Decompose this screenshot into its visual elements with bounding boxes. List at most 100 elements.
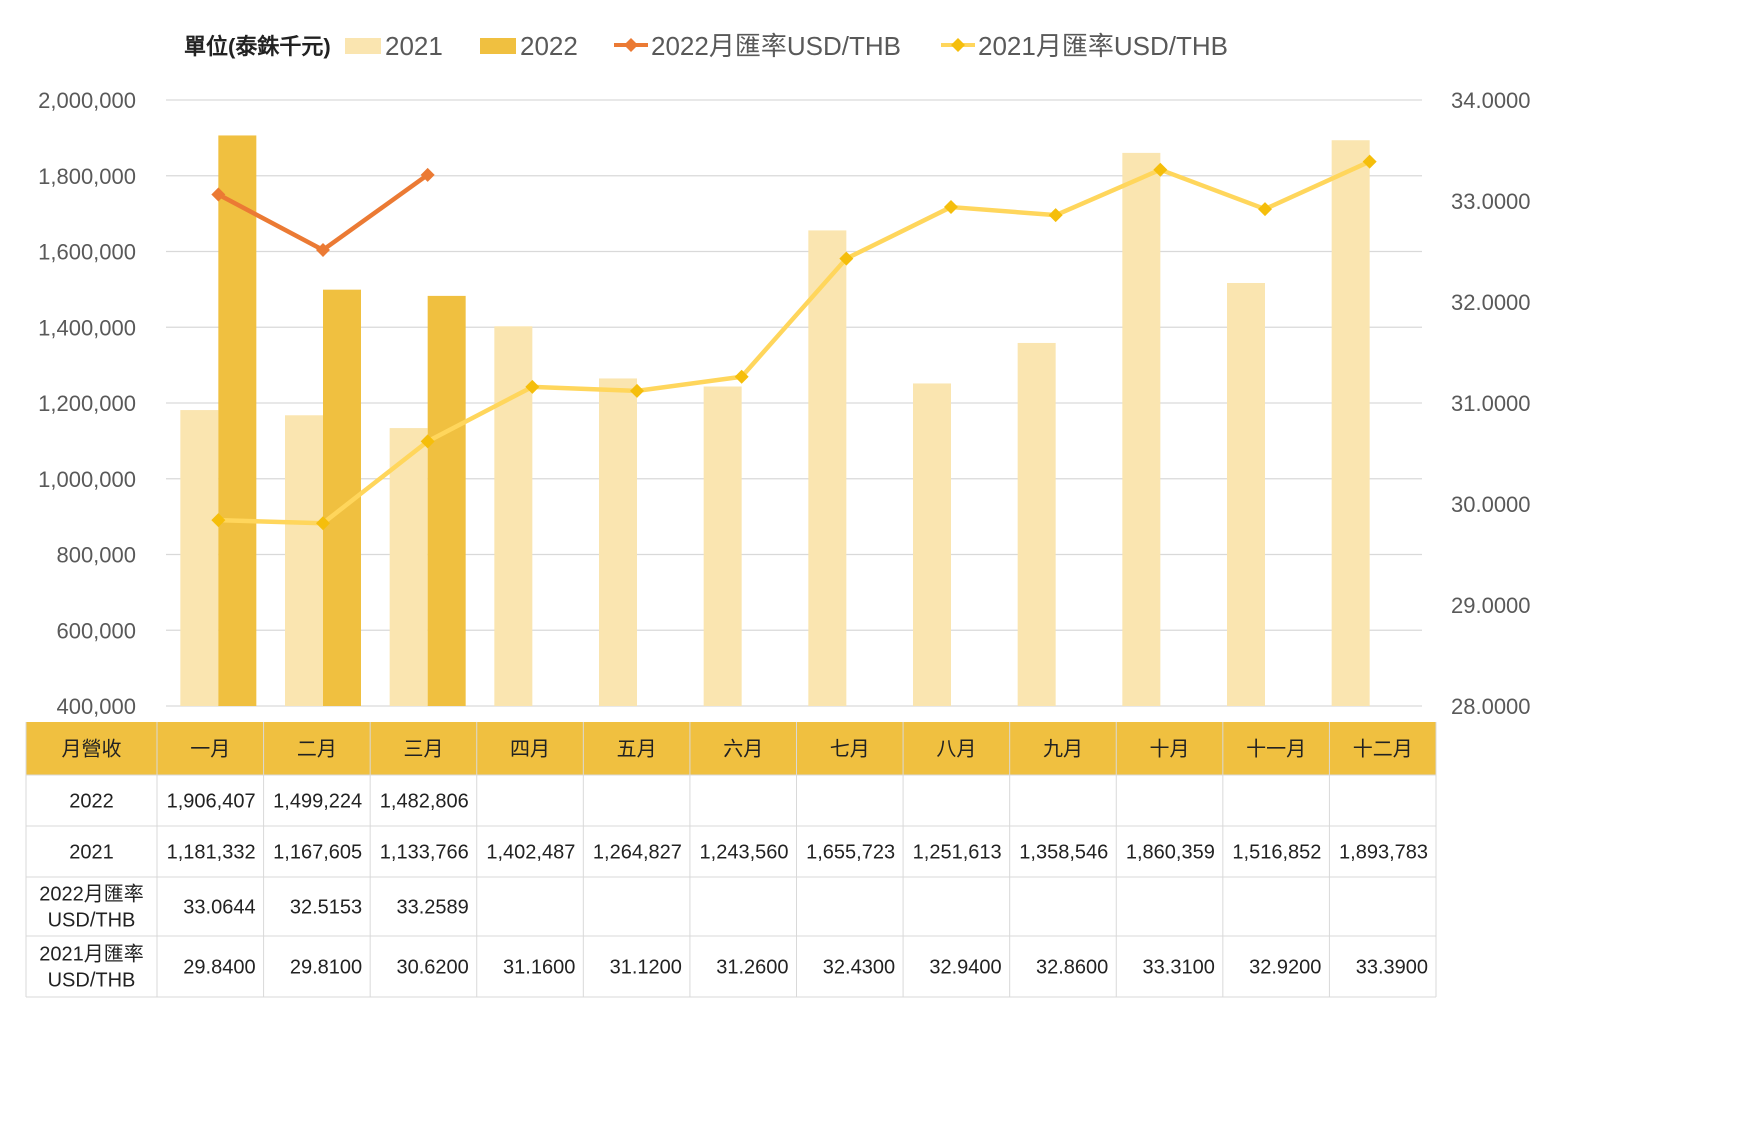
table-cell: 1,181,332 <box>167 842 256 864</box>
bar-2021-3 <box>494 326 533 706</box>
y-right-tick-label: 34.0000 <box>1451 88 1531 113</box>
lines <box>211 154 1377 531</box>
legend-label-line-0: 2022月匯率USD/THB <box>651 31 901 61</box>
point-series-1-10 <box>1258 202 1272 217</box>
y-left-tick-label: 800,000 <box>56 543 136 568</box>
table-cell: 33.3100 <box>1143 957 1215 979</box>
y-left-tick-label: 1,600,000 <box>38 240 136 265</box>
table-header-cell: 十月 <box>1150 738 1190 761</box>
point-series-0-1 <box>316 242 330 257</box>
table-cell: 1,402,487 <box>486 842 575 864</box>
table-header-cell: 十一月 <box>1246 738 1306 761</box>
table-cell: 33.3900 <box>1356 957 1428 979</box>
point-series-1-9 <box>1153 162 1168 177</box>
table-header-cell: 八月 <box>936 739 976 761</box>
table-cell: 31.1600 <box>503 957 575 979</box>
table-row-label: 2021 <box>69 842 114 864</box>
y-left-tick-label: 1,400,000 <box>38 315 136 340</box>
table-header-cell: 一月 <box>190 739 230 761</box>
point-series-1-6 <box>839 251 854 266</box>
bar-2022-2 <box>427 295 466 706</box>
table-cell: 31.2600 <box>716 957 788 979</box>
y-left-tick-label: 2,000,000 <box>38 88 136 113</box>
table-cell: 1,655,723 <box>806 842 895 864</box>
gridlines <box>166 99 1422 707</box>
table-cell: 1,516,852 <box>1232 842 1321 864</box>
table-header-cell: 九月 <box>1043 738 1083 761</box>
legend-label-bar-0: 2021 <box>385 31 443 61</box>
bar-2021-1 <box>285 415 323 706</box>
table-header-cell: 十二月 <box>1353 738 1413 761</box>
y-left-tick-label: 1,800,000 <box>38 164 136 189</box>
y-left-tick-label: 600,000 <box>56 618 136 643</box>
table-row-label: 2021月匯率 <box>39 943 144 966</box>
y-left-tick-label: 400,000 <box>56 694 136 719</box>
legend-label-bar-1: 2022 <box>520 31 578 61</box>
y-axis-right: 28.0000 29.0000 30.0000 31.0000 32.0000 33.00… <box>1451 88 1531 719</box>
bar-2021-6 <box>808 230 847 707</box>
bar-2021-11 <box>1331 140 1370 707</box>
table-header-cell: 二月 <box>297 739 337 761</box>
table-cell: 32.9200 <box>1249 957 1321 979</box>
y-left-tick-label: 1,200,000 <box>38 391 136 416</box>
table-cell: 32.8600 <box>1036 957 1108 979</box>
point-series-1-3 <box>525 379 540 394</box>
bar-2021-4 <box>599 378 637 706</box>
legend-swatch-bar-1 <box>480 38 516 54</box>
point-series-0-2 <box>420 167 435 182</box>
point-series-1-0 <box>211 513 226 528</box>
table-borders <box>25 722 1437 998</box>
table-row-label: 2022月匯率 <box>39 883 144 906</box>
bar-2021-8 <box>1017 342 1056 706</box>
table-cell: 30.6200 <box>396 957 468 979</box>
table-header-bg <box>26 722 1436 775</box>
table-cell: 32.5153 <box>290 897 362 919</box>
y-axis-left: 400,000 600,000 800,000 1,000,000 1,200,000 1… <box>38 88 136 719</box>
bars <box>180 135 1370 707</box>
point-series-1-4 <box>630 383 644 398</box>
table-cell: 33.2589 <box>396 897 468 919</box>
table-cell: 29.8400 <box>183 957 255 979</box>
table-row-label: 2022 <box>69 791 114 813</box>
table-cell: 1,893,783 <box>1339 842 1428 864</box>
y-right-tick-label: 31.0000 <box>1451 391 1531 416</box>
table-cell: 32.9400 <box>929 957 1001 979</box>
point-series-0-0 <box>211 187 226 202</box>
table-row-label: USD/THB <box>48 970 136 992</box>
y-left-tick-label: 1,000,000 <box>38 467 136 492</box>
bar-2021-0 <box>180 410 219 706</box>
bar-2021-2 <box>389 428 428 706</box>
legend-swatch-bar-0 <box>345 38 381 54</box>
table-header-cell: 五月 <box>617 739 657 761</box>
table-cell: 1,499,224 <box>273 791 362 813</box>
bar-2021-7 <box>913 383 951 706</box>
point-series-1-5 <box>734 369 749 384</box>
table-cell: 1,167,605 <box>273 842 362 864</box>
point-series-1-2 <box>420 434 435 449</box>
table-header-cell: 六月 <box>723 738 763 761</box>
bar-2022-0 <box>218 135 257 706</box>
legend-label-line-1: 2021月匯率USD/THB <box>978 31 1228 61</box>
point-series-1-1 <box>316 516 330 531</box>
bar-2021-5 <box>703 386 742 706</box>
table-cell: 1,133,766 <box>380 842 469 864</box>
y-right-tick-label: 28.0000 <box>1451 694 1531 719</box>
y-right-tick-label: 30.0000 <box>1451 492 1531 517</box>
table-cell: 1,264,827 <box>593 842 682 864</box>
table-header-cell: 四月 <box>510 739 550 761</box>
table-header-cell: 七月 <box>830 738 870 761</box>
table-cell: 31.1200 <box>610 957 682 979</box>
legend-swatch-marker-0 <box>624 38 638 52</box>
table-cell: 1,860,359 <box>1126 842 1215 864</box>
table-cell: 1,906,407 <box>167 791 256 813</box>
table-cell: 1,251,613 <box>913 842 1002 864</box>
point-series-1-8 <box>1048 208 1063 223</box>
table-cell: 1,358,546 <box>1019 842 1108 864</box>
legend: 單位(泰銖千元) 2021 2022 2022月匯率USD/THB 2021月匯率USD… <box>184 31 1228 61</box>
table-header-label: 月營收 <box>62 738 122 761</box>
table-cell: 33.0644 <box>183 897 255 919</box>
table-cell: 29.8100 <box>290 957 362 979</box>
bar-2021-9 <box>1122 152 1161 706</box>
table-header-cell: 三月 <box>403 739 443 761</box>
